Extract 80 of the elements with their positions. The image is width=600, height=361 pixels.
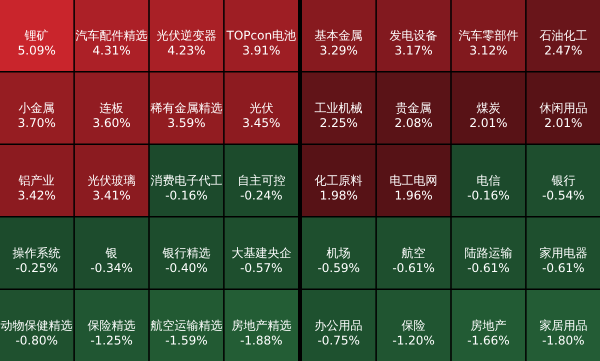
data-label: -0.61% [467, 260, 510, 275]
category-label: 铝产业 [18, 174, 55, 188]
data-label: -1.25% [90, 333, 133, 348]
data-label: 3.17% [394, 44, 433, 58]
category-label: 机场 [326, 246, 351, 260]
category-label: 银 [104, 246, 118, 260]
category-label: 基本金属 [314, 28, 363, 43]
category-label: 光伏逆变器 [156, 28, 216, 43]
data-label: -0.61% [392, 260, 435, 275]
data-label: -0.16% [165, 188, 208, 202]
data-label: -0.61% [542, 260, 585, 275]
data-label: 3.60% [92, 116, 131, 130]
data-label: 3.59% [167, 116, 206, 130]
category-label: 家居用品 [539, 318, 588, 332]
category-label: TOPcon电池 [226, 28, 296, 43]
data-label: 3.12% [469, 44, 508, 58]
data-label: 2.47% [544, 44, 582, 58]
category-label: 电工电网 [390, 174, 438, 188]
category-label: 光伏 [249, 101, 274, 116]
data-label: -0.34% [90, 260, 133, 275]
category-label: 银行 [550, 174, 576, 188]
category-label: 房地产 [470, 318, 506, 332]
data-label: 5.09% [18, 44, 56, 58]
data-label: -0.25% [15, 260, 58, 275]
category-label: 陆路运输 [464, 246, 512, 260]
category-label: 化工原料 [314, 174, 363, 188]
data-label: -1.66% [467, 333, 510, 348]
data-label: 4.31% [92, 44, 131, 58]
category-label: 保险 [402, 318, 426, 332]
category-label: 煤炭 [476, 101, 500, 116]
category-label: 消费电子代工 [150, 174, 222, 188]
data-label: 3.42% [18, 188, 56, 202]
category-label: 家用电器 [539, 246, 588, 260]
data-label: 4.23% [167, 44, 206, 58]
category-label: 贵金属 [396, 101, 432, 116]
category-label: 连板 [100, 101, 124, 116]
data-label: -1.20% [392, 333, 435, 348]
category-label: 电信 [476, 174, 500, 188]
category-label: 银行精选 [161, 246, 210, 260]
data-label: -1.80% [542, 333, 585, 348]
category-label: 光伏玻璃 [88, 174, 136, 188]
category-label: 汽车配件精选 [76, 28, 148, 43]
data-label: 3.29% [320, 44, 358, 58]
category-label: 大基建央企 [231, 246, 292, 260]
category-label: 保险精选 [88, 318, 136, 332]
category-label: 汽车零部件 [458, 28, 518, 43]
data-label: 2.01% [469, 116, 508, 130]
data-label: -0.57% [240, 260, 283, 275]
category-label: 稀有金属精选 [150, 101, 222, 116]
data-label: -0.54% [542, 188, 585, 202]
data-label: 2.01% [544, 116, 582, 130]
category-label: 动物保健精选 [0, 318, 73, 332]
data-label: 3.45% [242, 116, 280, 130]
category-label: 休闲用品 [539, 101, 588, 116]
data-label: 2.08% [394, 116, 433, 130]
category-label: 自主可控 [237, 174, 286, 188]
data-label: 3.91% [242, 44, 280, 58]
data-label: 3.41% [92, 188, 131, 202]
data-label: -1.88% [240, 333, 283, 348]
category-label: 办公用品 [314, 318, 363, 332]
data-label: -0.16% [467, 188, 510, 202]
data-label: 3.70% [18, 116, 56, 130]
category-label: 房地产精选 [231, 318, 292, 332]
category-label: 航空运输精选 [150, 318, 222, 332]
data-label: -0.75% [317, 333, 360, 348]
data-label: -0.24% [240, 188, 283, 202]
category-label: 航空 [402, 246, 426, 260]
category-label: 小金属 [18, 101, 55, 116]
data-label: -0.59% [317, 260, 360, 275]
data-label: 2.25% [320, 116, 358, 130]
data-label: 1.98% [320, 188, 358, 202]
category-label: 工业机械 [314, 101, 363, 116]
category-label: 石油化工 [539, 28, 588, 43]
data-label: -0.40% [165, 260, 208, 275]
category-label: 锂矿 [24, 28, 49, 43]
category-label: 操作系统 [12, 246, 61, 260]
data-label: -1.59% [165, 333, 208, 348]
data-label: -0.80% [15, 333, 58, 348]
category-label: 发电设备 [390, 28, 438, 43]
data-label: 1.96% [394, 188, 433, 202]
